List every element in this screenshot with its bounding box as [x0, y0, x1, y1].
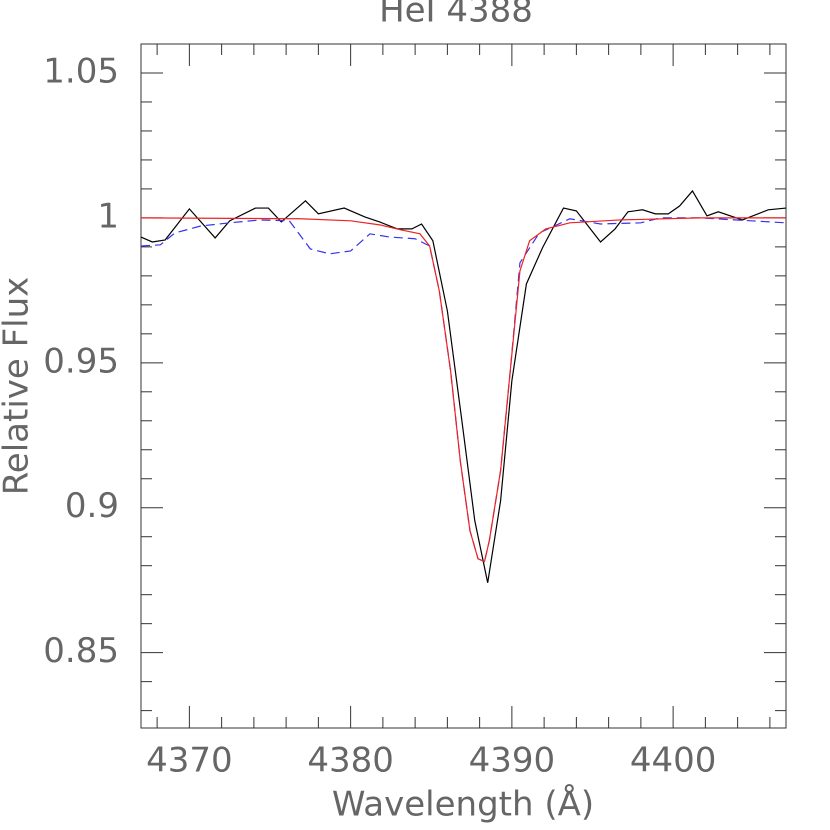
x-tick-label: 4380: [307, 741, 394, 781]
y-tick-label: 0.9: [65, 486, 119, 526]
series-line: [140, 189, 787, 583]
plot-frame: [140, 43, 787, 729]
y-axis-label: Relative Flux: [0, 277, 37, 496]
chart-title: HeI 4388: [379, 0, 533, 31]
x-axis-label: Wavelength (Å): [332, 784, 594, 825]
x-tick-label: 4390: [469, 741, 556, 781]
y-tick-label: 0.95: [43, 341, 119, 381]
x-tick-label: 4370: [146, 741, 233, 781]
y-tick-label: 1: [97, 196, 119, 236]
x-tick-label: 4400: [630, 741, 717, 781]
series-line: [140, 217, 786, 563]
y-tick-label: 0.85: [43, 631, 119, 671]
series-line: [140, 217, 787, 563]
y-tick-label: 1.05: [43, 51, 119, 91]
